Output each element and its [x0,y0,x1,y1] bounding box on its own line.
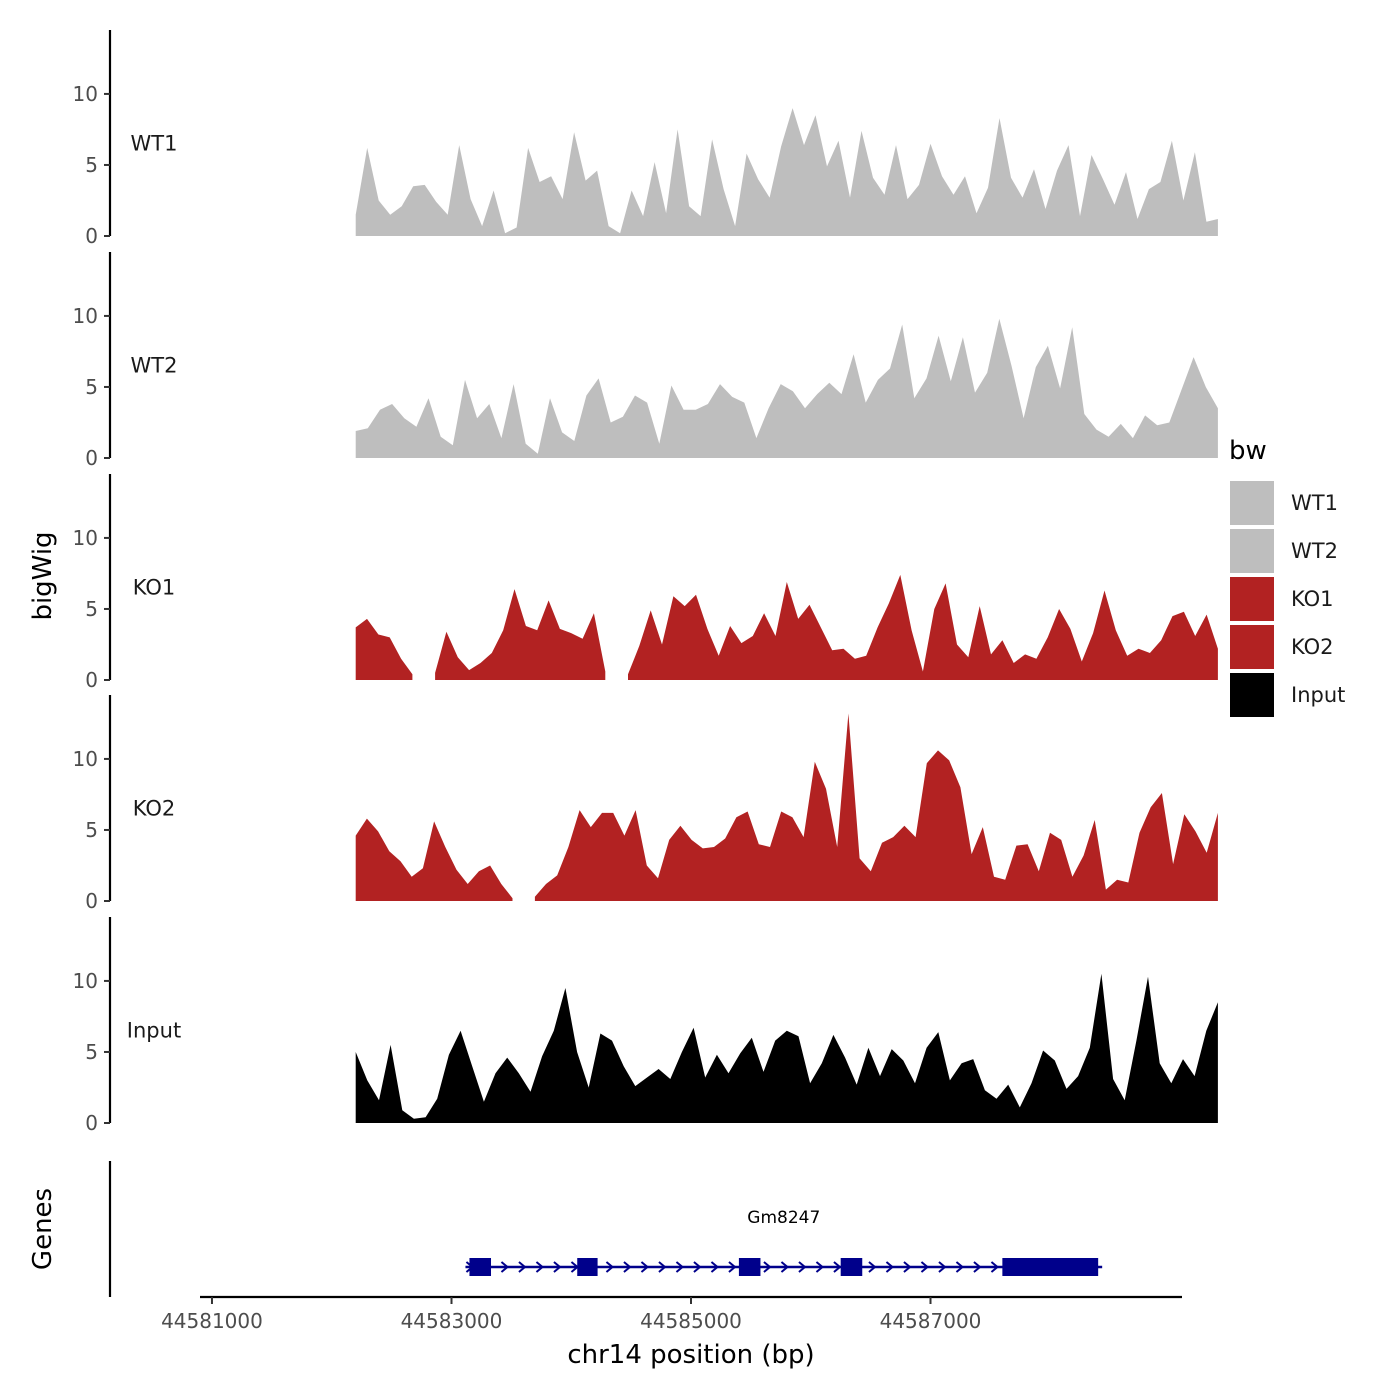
strand-arrow [815,1261,825,1273]
track-label: KO2 [133,797,176,821]
signal-area-wt1 [355,108,1218,236]
signal-area-input [355,973,1218,1123]
y-tick-label: 5 [85,818,98,842]
legend-key-input [1230,673,1274,717]
legend-label: KO2 [1291,635,1334,659]
legend-key-wt1 [1230,481,1274,525]
y-tick-label: 5 [85,153,98,177]
y-tick-label: 5 [85,597,98,621]
track-wt2: 0 5 10 WT2 [73,252,1218,470]
strand-arrow [868,1261,877,1273]
track-ko1: 0 5 10 KO1 [73,474,1218,692]
strand-arrow [693,1261,702,1273]
y-tick-label: 10 [73,304,98,328]
strand-arrow [675,1261,685,1273]
strand-arrow [605,1261,615,1273]
strand-arrow [518,1261,527,1273]
y-tick-label: 10 [73,526,98,550]
strand-arrow [500,1261,510,1273]
x-tick-label: 44581000 [161,1309,263,1333]
x-axis-title: chr14 position (bp) [567,1340,814,1370]
y-tick-label: 5 [85,1040,98,1064]
strand-arrow [798,1261,807,1273]
track-ko2: 0 5 10 KO2 [73,695,1218,913]
exon [840,1258,863,1276]
legend-label: Input [1291,683,1345,707]
exon [577,1258,598,1276]
y-tick-label: 0 [85,446,98,470]
exon [1002,1258,1099,1276]
strand-arrow [728,1261,737,1273]
strand-arrow [833,1261,842,1273]
strand-arrow [885,1261,895,1273]
gene-label: Gm8247 [747,1208,820,1228]
strand-arrow [553,1261,562,1273]
x-axis: 44581000 44583000 44585000 44587000 chr14 p… [161,1295,1182,1370]
track-input: 0 5 10 Input [73,917,1218,1135]
y-tick-label: 10 [73,747,98,771]
legend-key-ko1 [1230,577,1274,621]
legend: bw WT1 WT2 KO1 KO2 Input [1229,436,1345,717]
track-label: WT1 [131,132,178,156]
x-ticks: 44581000 44583000 44585000 44587000 [161,1297,981,1333]
legend-label: KO1 [1291,587,1334,611]
signal-area-wt2 [355,318,1218,458]
y-tick-label: 0 [85,224,98,248]
x-tick-label: 44585000 [640,1309,742,1333]
genes-panel: Gm8247 [108,1161,1103,1297]
legend-items: WT1 WT2 KO1 KO2 Input [1230,481,1345,717]
strand-arrow [973,1261,982,1273]
strand-arrow [955,1261,965,1273]
legend-label: WT1 [1291,491,1338,515]
x-tick-label: 44583000 [401,1309,503,1333]
strand-arrow [640,1261,650,1273]
track-label: KO1 [133,576,176,600]
strand-arrow [903,1261,912,1273]
y-tick-label: 5 [85,375,98,399]
y-tick-label: 10 [73,969,98,993]
y-tick-label: 0 [85,889,98,913]
gene-gm8247: Gm8247 [465,1208,1103,1276]
y-axis-title: bigWig [28,531,58,620]
legend-label: WT2 [1291,539,1338,563]
exon [738,1258,761,1276]
legend-title: bw [1229,436,1267,466]
strand-arrow [780,1261,790,1273]
y-tick-label: 0 [85,1111,98,1135]
track-label: WT2 [131,354,178,378]
y-tick-label: 10 [73,82,98,106]
y-tick-label: 0 [85,668,98,692]
genes-axis-title: Genes [28,1188,58,1270]
signal-area-ko2 [355,713,1218,901]
strand-arrow [763,1261,772,1273]
strand-arrow [658,1261,667,1273]
strand-arrow [920,1261,930,1273]
strand-arrow [623,1261,632,1273]
strand-arrow [938,1261,947,1273]
x-tick-label: 44587000 [880,1309,982,1333]
track-label: Input [127,1019,181,1043]
signal-tracks: 0 5 10 WT1 0 5 10 WT2 0 5 10 KO1 0 5 10 KO2 0 5 10 Input [73,30,1218,1135]
exon [469,1258,492,1276]
strand-arrow [990,1261,1000,1273]
signal-area-ko1 [355,574,1218,680]
strand-arrow [710,1261,720,1273]
legend-key-wt2 [1230,529,1274,573]
strand-arrow [535,1261,545,1273]
track-wt1: 0 5 10 WT1 [73,30,1218,248]
legend-key-ko2 [1230,625,1274,669]
